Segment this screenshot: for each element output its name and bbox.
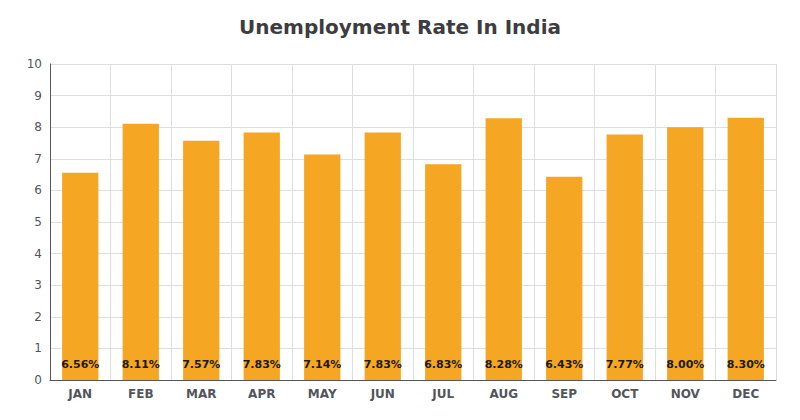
svg-text:1: 1 xyxy=(34,341,42,355)
svg-text:7.77%: 7.77% xyxy=(606,358,644,371)
svg-text:8: 8 xyxy=(34,120,42,134)
svg-text:8.00%: 8.00% xyxy=(666,358,704,371)
svg-text:7.83%: 7.83% xyxy=(364,358,402,371)
svg-text:JAN: JAN xyxy=(67,387,92,401)
svg-text:Unemployment Rate In India: Unemployment Rate In India xyxy=(239,15,561,39)
svg-text:NOV: NOV xyxy=(671,387,701,401)
svg-text:7.14%: 7.14% xyxy=(303,358,341,371)
svg-text:0: 0 xyxy=(34,373,42,387)
svg-text:5: 5 xyxy=(34,215,42,229)
svg-text:APR: APR xyxy=(248,387,275,401)
svg-text:JUN: JUN xyxy=(370,387,395,401)
svg-text:6.56%: 6.56% xyxy=(61,358,99,371)
svg-text:4: 4 xyxy=(34,247,42,261)
svg-text:6.83%: 6.83% xyxy=(424,358,462,371)
svg-text:SEP: SEP xyxy=(551,387,577,401)
svg-text:7.57%: 7.57% xyxy=(182,358,220,371)
svg-text:FEB: FEB xyxy=(128,387,154,401)
svg-text:8.30%: 8.30% xyxy=(727,358,765,371)
svg-text:8.28%: 8.28% xyxy=(485,358,523,371)
svg-text:MAY: MAY xyxy=(308,387,337,401)
svg-text:9: 9 xyxy=(34,89,42,103)
svg-text:7: 7 xyxy=(34,152,42,166)
svg-text:6: 6 xyxy=(34,183,42,197)
svg-text:DEC: DEC xyxy=(732,387,759,401)
svg-text:MAR: MAR xyxy=(186,387,216,401)
svg-text:6.43%: 6.43% xyxy=(545,358,583,371)
svg-text:AUG: AUG xyxy=(489,387,518,401)
svg-text:10: 10 xyxy=(27,57,42,71)
svg-text:OCT: OCT xyxy=(611,387,639,401)
svg-text:7.83%: 7.83% xyxy=(243,358,281,371)
svg-text:JUL: JUL xyxy=(431,387,454,401)
svg-text:8.11%: 8.11% xyxy=(122,358,160,371)
svg-text:3: 3 xyxy=(34,278,42,292)
svg-text:2: 2 xyxy=(34,310,42,324)
